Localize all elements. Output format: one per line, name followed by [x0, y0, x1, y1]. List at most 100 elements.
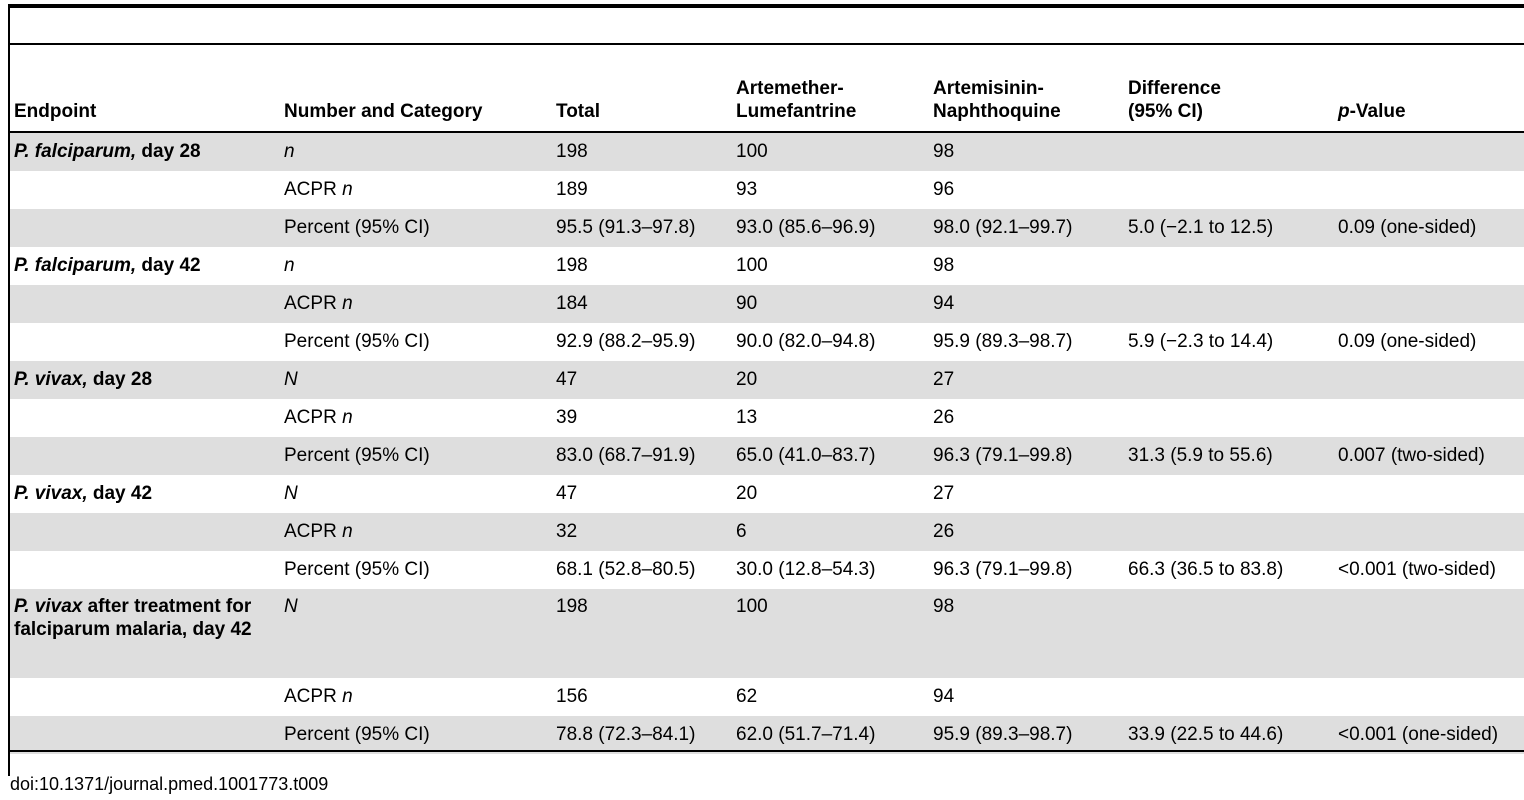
- col-header-total: Total: [552, 45, 732, 133]
- results-table: Endpoint Number and Category Total Artem…: [10, 45, 1524, 754]
- cell-number-category: ACPR n: [280, 513, 552, 551]
- cell-number-category: Percent (95% CI): [280, 209, 552, 247]
- cell-p-value: [1334, 399, 1524, 437]
- cell-endpoint: P. falciparum, day 42: [14, 254, 201, 276]
- cell-total: 47: [552, 361, 732, 399]
- cell-endpoint: [10, 513, 280, 551]
- cell-artemisinin-naphthoquine: 96.3 (79.1–99.8): [929, 437, 1124, 475]
- col-header-artemisinin-naphthoquine: Artemisinin- Naphthoquine: [929, 45, 1124, 133]
- cell-endpoint: P. falciparum, day 28: [10, 132, 280, 171]
- cell-endpoint: [10, 209, 280, 247]
- cell-p-value: 0.09 (one-sided): [1334, 209, 1524, 247]
- cell-number-category: n: [284, 254, 295, 276]
- cell-difference: [1124, 399, 1334, 437]
- cell-artemether-lumefantrine: 100: [732, 132, 929, 171]
- table-row: Percent (95% CI) 92.9 (88.2–95.9) 90.0 (82…: [10, 323, 1524, 361]
- cell-p-value: <0.001 (one-sided): [1334, 716, 1524, 754]
- cell-p-value: [1334, 513, 1524, 551]
- col-header-artemether-lumefantrine: Artemether- Lumefantrine: [732, 45, 929, 133]
- table-row: ACPR n 184 90 94: [10, 285, 1524, 323]
- cell-number-category: Percent (95% CI): [280, 437, 552, 475]
- cell-number-category: ACPR n: [284, 178, 353, 200]
- cell-artemisinin-naphthoquine: 95.9 (89.3–98.7): [929, 716, 1124, 754]
- cell-p-value: [1334, 361, 1524, 399]
- table-row: P. falciparum, day 28 n 198 100 98: [10, 132, 1524, 171]
- table-row: ACPR n 189 93 96: [10, 171, 1524, 209]
- cell-artemisinin-naphthoquine: 27: [929, 361, 1124, 399]
- cell-total: 78.8 (72.3–84.1): [552, 716, 732, 754]
- cell-total: 198: [556, 254, 588, 276]
- cell-number-category: ACPR n: [284, 406, 353, 428]
- cell-number-category: n: [280, 132, 552, 171]
- cell-difference: [1124, 132, 1334, 171]
- cell-difference: [1124, 171, 1334, 209]
- cell-total: 68.1 (52.8–80.5): [556, 558, 696, 580]
- cell-difference: 66.3 (36.5 to 83.8): [1128, 558, 1284, 580]
- table-row: P. vivax, day 28 N 47 20 27: [10, 361, 1524, 399]
- cell-difference: [1124, 475, 1334, 513]
- cell-total: 198: [552, 589, 732, 678]
- table-row: Percent (95% CI) 95.5 (91.3–97.8) 93.0 (85…: [10, 209, 1524, 247]
- cell-artemisinin-naphthoquine: 96: [933, 178, 955, 200]
- cell-artemether-lumefantrine: 13: [736, 406, 758, 428]
- cell-difference: 31.3 (5.9 to 55.6): [1124, 437, 1334, 475]
- table-row: Percent (95% CI) 78.8 (72.3–84.1) 62.0 (51…: [10, 716, 1524, 754]
- cell-difference: [1124, 513, 1334, 551]
- cell-artemether-lumefantrine: 6: [732, 513, 929, 551]
- cell-endpoint: P. vivax after treatment for falciparum …: [10, 589, 280, 678]
- cell-difference: 33.9 (22.5 to 44.6): [1124, 716, 1334, 754]
- cell-endpoint: [10, 551, 280, 589]
- cell-p-value: 0.09 (one-sided): [1338, 330, 1477, 352]
- cell-difference: [1124, 361, 1334, 399]
- cell-number-category: Percent (95% CI): [284, 330, 430, 352]
- cell-artemether-lumefantrine: 20: [732, 361, 929, 399]
- cell-artemether-lumefantrine: 100: [736, 254, 768, 276]
- cell-artemisinin-naphthoquine: 26: [929, 513, 1124, 551]
- cell-total: 184: [552, 285, 732, 323]
- cell-artemether-lumefantrine: 93: [736, 178, 758, 200]
- cell-number-category: N: [284, 482, 298, 504]
- doi-footer: doi:10.1371/journal.pmed.1001773.t009: [10, 774, 329, 794]
- cell-artemisinin-naphthoquine: 98: [933, 254, 955, 276]
- cell-artemether-lumefantrine: 90: [732, 285, 929, 323]
- cell-artemether-lumefantrine: 62: [736, 685, 758, 707]
- cell-difference: [1124, 247, 1334, 285]
- table-row: Percent (95% CI) 83.0 (68.7–91.9) 65.0 (41…: [10, 437, 1524, 475]
- cell-artemether-lumefantrine: 20: [736, 482, 758, 504]
- table-row: Percent (95% CI) 68.1 (52.8–80.5) 30.0 (12…: [10, 551, 1524, 589]
- cell-endpoint: [10, 437, 280, 475]
- cell-endpoint: [10, 323, 280, 361]
- cell-p-value: [1334, 285, 1524, 323]
- cell-total: 39: [556, 406, 578, 428]
- cell-p-value: [1334, 132, 1524, 171]
- table-row: P. falciparum, day 42 n 198 100 98: [10, 247, 1524, 285]
- cell-artemisinin-naphthoquine: 27: [933, 482, 955, 504]
- cell-number-category: ACPR n: [280, 285, 552, 323]
- cell-p-value: 0.007 (two-sided): [1334, 437, 1524, 475]
- cell-p-value: [1334, 678, 1524, 716]
- cell-artemisinin-naphthoquine: 98: [929, 589, 1124, 678]
- col-header-p-value: p-Value: [1334, 45, 1524, 133]
- table-caption-rule: [8, 43, 1524, 45]
- cell-total: 92.9 (88.2–95.9): [556, 330, 696, 352]
- table-row: ACPR n 156 62 94: [10, 678, 1524, 716]
- cell-endpoint: [10, 171, 280, 209]
- table-row: ACPR n 32 6 26: [10, 513, 1524, 551]
- cell-artemisinin-naphthoquine: 94: [929, 285, 1124, 323]
- cell-total: 95.5 (91.3–97.8): [552, 209, 732, 247]
- cell-artemether-lumefantrine: 30.0 (12.8–54.3): [736, 558, 876, 580]
- col-header-difference: Difference (95% CI): [1124, 45, 1334, 133]
- cell-p-value: <0.001 (two-sided): [1338, 558, 1496, 580]
- cell-total: 189: [556, 178, 588, 200]
- cell-endpoint: P. vivax, day 42: [14, 482, 153, 504]
- cell-difference: [1124, 285, 1334, 323]
- cell-p-value: [1334, 589, 1524, 678]
- cell-artemisinin-naphthoquine: 98: [929, 132, 1124, 171]
- cell-number-category: N: [280, 361, 552, 399]
- cell-artemether-lumefantrine: 90.0 (82.0–94.8): [736, 330, 876, 352]
- col-header-number-category: Number and Category: [280, 45, 552, 133]
- cell-artemisinin-naphthoquine: 96.3 (79.1–99.8): [933, 558, 1073, 580]
- cell-p-value: [1334, 475, 1524, 513]
- cell-endpoint: [10, 678, 280, 716]
- cell-difference: 5.0 (−2.1 to 12.5): [1124, 209, 1334, 247]
